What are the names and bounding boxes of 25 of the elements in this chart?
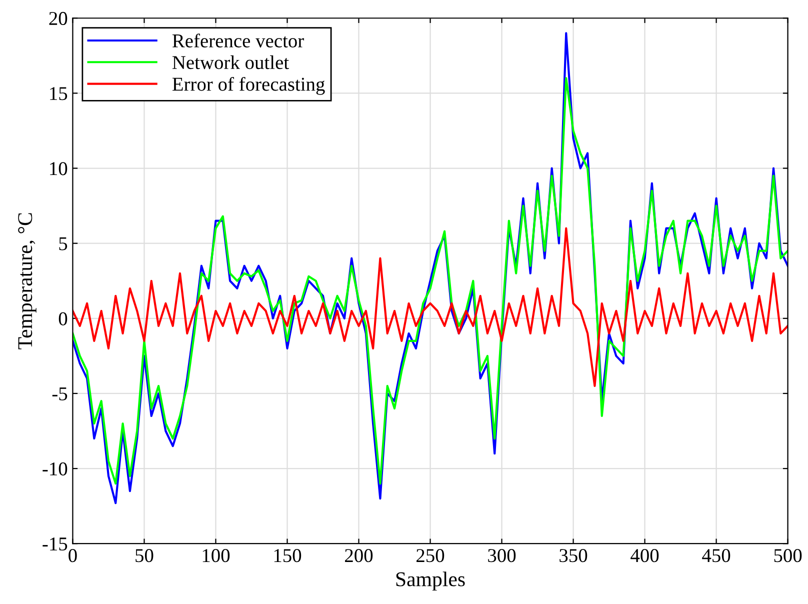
y-tick-label: -15 bbox=[42, 538, 68, 551]
y-axis-title: Temperature, °C bbox=[18, 213, 36, 350]
y-tick-label: 5 bbox=[59, 237, 68, 250]
y-tick-label: 10 bbox=[50, 162, 68, 176]
x-tick-label: 200 bbox=[345, 549, 373, 562]
x-tick-label: 300 bbox=[488, 549, 516, 562]
legend-label: Reference vector bbox=[172, 34, 304, 48]
y-tick-label: 0 bbox=[58, 312, 68, 326]
legend-label: Error of forecasting bbox=[172, 76, 325, 95]
y-tick-label: 15 bbox=[50, 87, 68, 100]
y-tick-label: -5 bbox=[52, 387, 68, 400]
y-tick-label: -10 bbox=[42, 462, 68, 476]
x-tick-label: 400 bbox=[630, 549, 659, 562]
x-tick-label: 350 bbox=[560, 549, 588, 562]
x-axis-title: Samples bbox=[396, 572, 465, 591]
legend-label: Network outlet bbox=[172, 55, 289, 70]
line-series bbox=[72, 227, 788, 387]
x-tick-label: 50 bbox=[136, 549, 154, 562]
x-tick-label: 250 bbox=[416, 549, 444, 562]
x-tick-label: 450 bbox=[702, 549, 730, 562]
x-tick-label: 150 bbox=[274, 549, 302, 562]
y-tick-label: 20 bbox=[49, 12, 68, 26]
x-tick-label: 0 bbox=[68, 549, 77, 562]
x-tick-label: 500 bbox=[774, 549, 802, 562]
x-tick-label: 100 bbox=[202, 549, 230, 562]
